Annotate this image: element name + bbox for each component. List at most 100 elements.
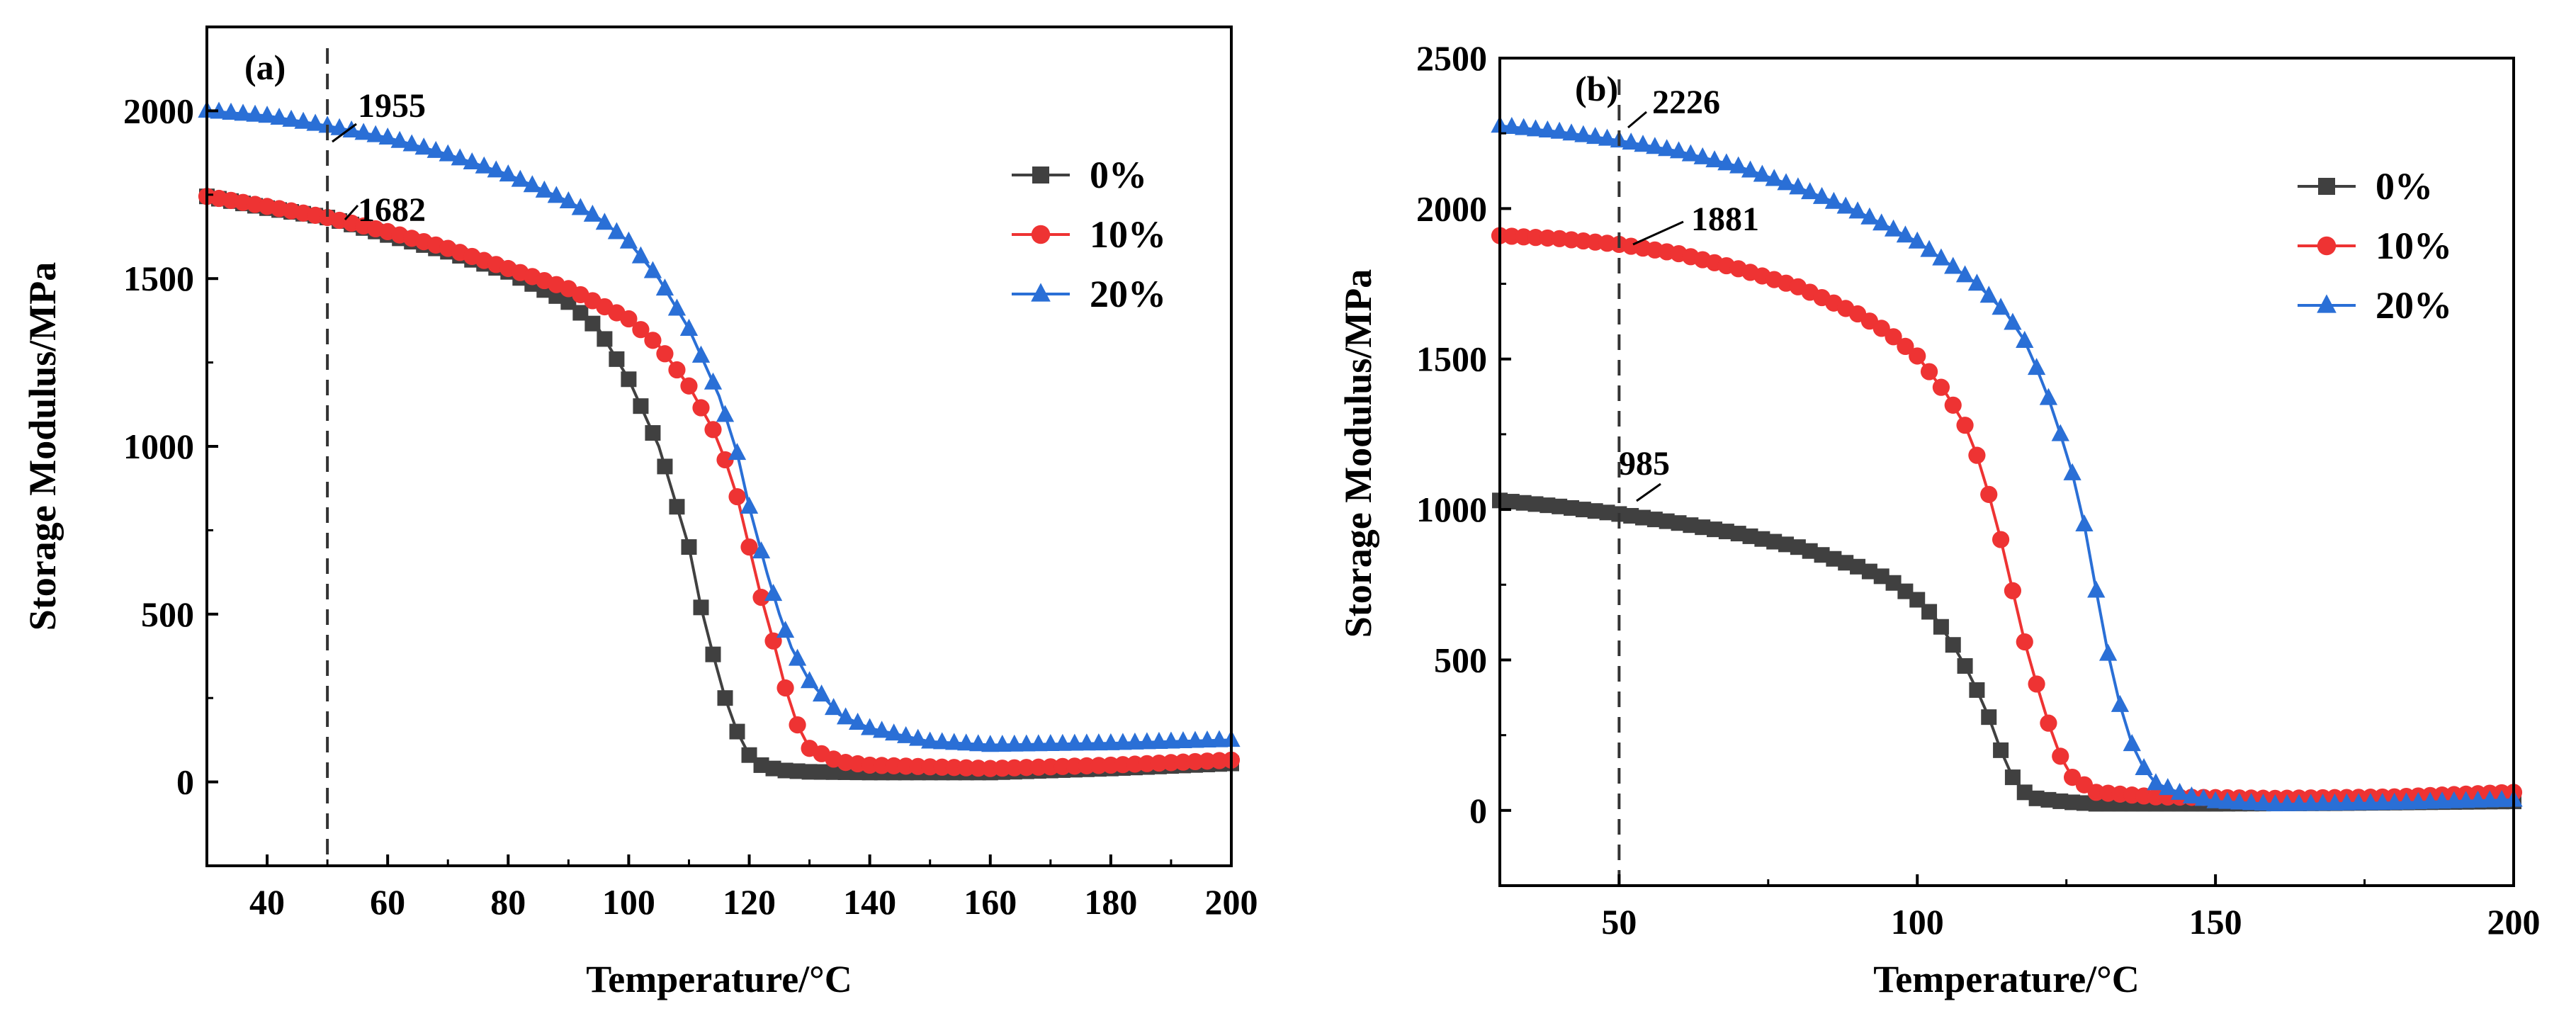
data-point-20% — [2135, 758, 2153, 776]
data-point-20% — [246, 104, 264, 122]
data-point-0% — [705, 646, 721, 662]
data-point-20% — [945, 733, 964, 750]
data-point-20% — [2409, 792, 2427, 810]
legend-label-0%: 0% — [1090, 154, 1147, 196]
data-point-0% — [1981, 709, 1997, 726]
data-point-0% — [1623, 508, 1639, 524]
x-tick-label: 40 — [249, 882, 285, 922]
data-point-20% — [848, 712, 867, 730]
data-point-20% — [2206, 791, 2225, 808]
data-point-0% — [1909, 592, 1926, 608]
data-point-0% — [777, 762, 793, 779]
data-point-20% — [1005, 734, 1024, 752]
data-point-0% — [1575, 502, 1591, 518]
x-tick-label: 180 — [1084, 882, 1137, 922]
data-point-20% — [270, 108, 288, 125]
data-point-0% — [2064, 794, 2081, 811]
data-point-20% — [2039, 388, 2058, 405]
data-point-20% — [1967, 273, 1987, 291]
chart-a-series-layer — [198, 101, 1241, 781]
legend-marker-0% — [1032, 166, 1049, 184]
data-point-20% — [595, 213, 614, 230]
data-point-10% — [1186, 752, 1204, 771]
data-point-0% — [621, 371, 637, 388]
data-point-20% — [2147, 773, 2165, 791]
x-tick-label: 60 — [370, 882, 405, 922]
data-point-20% — [740, 496, 759, 514]
data-point-20% — [1705, 150, 1724, 168]
data-point-20% — [619, 231, 638, 249]
data-point-20% — [426, 140, 445, 158]
data-point-10% — [1053, 757, 1071, 775]
data-point-20% — [2480, 790, 2499, 808]
data-point-10% — [1066, 757, 1083, 775]
data-point-20% — [2123, 734, 2141, 752]
data-point-0% — [1790, 539, 1806, 555]
data-point-10% — [1956, 417, 1974, 434]
data-point-10% — [1872, 320, 1890, 337]
data-point-20% — [2016, 330, 2034, 348]
annotation-leader-line — [1632, 220, 1684, 246]
data-point-20% — [2111, 694, 2130, 712]
data-point-20% — [1789, 177, 1807, 195]
data-point-20% — [511, 169, 529, 187]
data-point-20% — [378, 127, 397, 145]
data-point-20% — [2433, 791, 2451, 809]
x-tick-label: 150 — [2189, 902, 2242, 942]
chart-a-legend: 0% 10% 20% — [1012, 154, 1166, 315]
data-point-20% — [1992, 298, 2010, 315]
series-line-10% — [206, 195, 1232, 770]
data-point-0% — [1754, 531, 1770, 547]
data-point-0% — [657, 458, 673, 475]
data-point-20% — [2230, 792, 2249, 810]
data-point-10% — [1980, 485, 1998, 503]
data-point-20% — [1078, 733, 1096, 751]
annotation-leader-line — [1627, 111, 1647, 129]
y-tick-label: 1500 — [123, 259, 194, 298]
data-point-20% — [2182, 786, 2201, 803]
data-point-0% — [1659, 513, 1675, 529]
data-point-0% — [633, 398, 649, 414]
x-tick-label: 50 — [1601, 902, 1637, 942]
data-point-20% — [933, 732, 951, 750]
data-point-20% — [812, 684, 831, 702]
data-point-10% — [1909, 347, 1926, 365]
data-point-20% — [523, 175, 541, 193]
data-point-10% — [909, 757, 927, 775]
data-point-0% — [2076, 795, 2092, 811]
chart-a-annotations: 1955 1682 — [332, 87, 426, 229]
data-point-20% — [836, 707, 855, 725]
data-point-0% — [825, 764, 842, 780]
data-point-0% — [2016, 784, 2033, 801]
x-tick-label: 200 — [2487, 902, 2541, 942]
data-point-20% — [2170, 782, 2189, 800]
annotation-label: 1682 — [358, 191, 426, 229]
data-point-20% — [981, 735, 1000, 752]
data-point-20% — [1741, 160, 1760, 178]
data-point-10% — [1992, 531, 2010, 548]
chart-a-y-axis-title: Storage Modulus/MPa — [21, 262, 64, 631]
data-point-20% — [1053, 733, 1072, 751]
y-tick-label: 2000 — [123, 91, 194, 130]
legend-marker-20% — [1031, 283, 1051, 302]
data-point-20% — [655, 278, 674, 296]
data-point-20% — [704, 372, 723, 390]
data-point-0% — [753, 757, 769, 773]
data-point-20% — [1550, 121, 1569, 139]
data-point-20% — [2242, 793, 2261, 811]
legend-marker-10% — [1031, 225, 1051, 244]
data-point-20% — [414, 137, 433, 155]
data-point-20% — [1634, 135, 1652, 152]
chart-a-x-axis-title: Temperature/°C — [586, 958, 852, 1000]
data-point-20% — [631, 246, 650, 264]
data-point-10% — [752, 589, 770, 606]
data-point-20% — [2385, 792, 2404, 810]
data-point-10% — [1114, 756, 1131, 774]
data-point-20% — [1693, 147, 1712, 164]
data-point-0% — [1885, 575, 1902, 591]
data-point-0% — [1695, 519, 1711, 536]
data-point-20% — [330, 118, 349, 135]
data-point-20% — [1622, 132, 1640, 150]
data-point-20% — [2421, 791, 2439, 809]
data-point-20% — [1765, 169, 1783, 186]
